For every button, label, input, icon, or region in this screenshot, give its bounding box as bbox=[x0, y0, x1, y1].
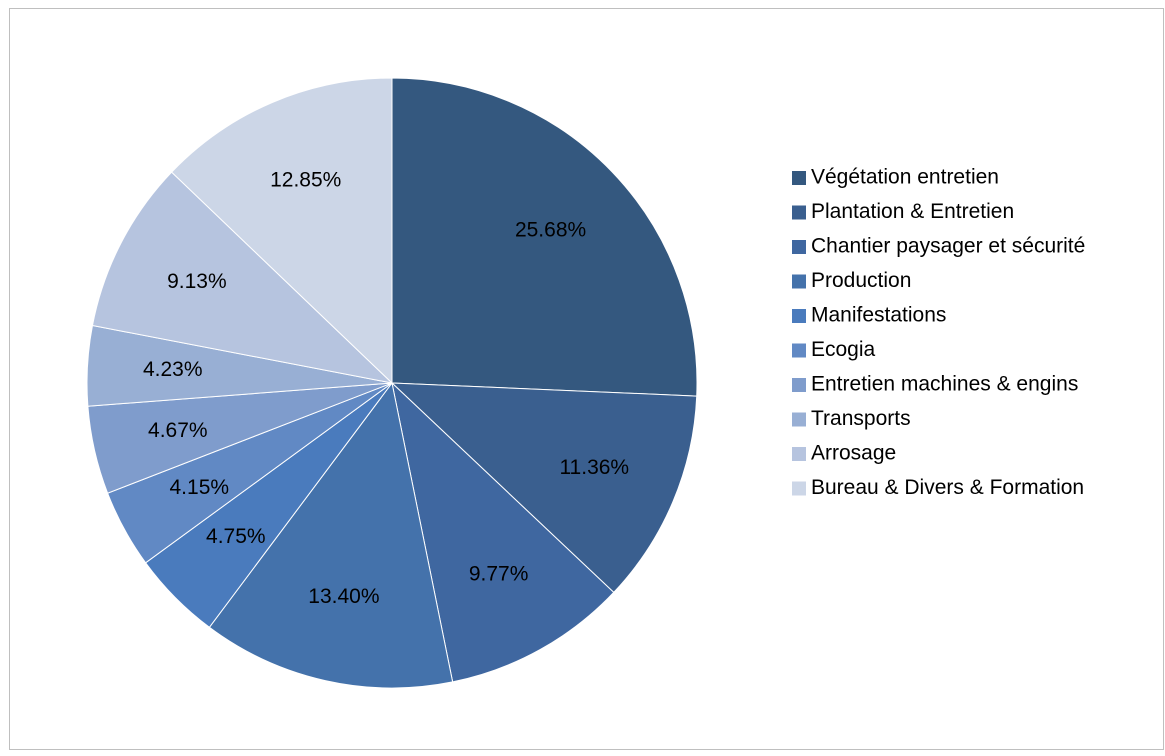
legend-label: Entretien machines & engins bbox=[811, 373, 1078, 396]
legend-label: Plantation & Entretien bbox=[811, 200, 1014, 223]
legend-swatch bbox=[792, 412, 806, 427]
legend-label: Transports bbox=[811, 407, 911, 430]
legend-swatch bbox=[792, 274, 806, 289]
pie-slice bbox=[391, 77, 698, 397]
data-label: 4.23% bbox=[143, 358, 203, 381]
legend-swatch bbox=[792, 343, 806, 358]
legend-label: Production bbox=[811, 269, 911, 292]
legend-swatch bbox=[792, 378, 806, 392]
legend-label: Ecogia bbox=[811, 338, 876, 361]
pie-slice bbox=[91, 171, 394, 384]
legend-swatch bbox=[792, 447, 806, 461]
pie-slice bbox=[391, 381, 615, 683]
data-label: 13.40% bbox=[308, 585, 379, 608]
legend-swatch bbox=[792, 240, 806, 254]
data-label: 4.75% bbox=[206, 525, 266, 548]
legend-label: Arrosage bbox=[811, 442, 896, 465]
data-label: 9.77% bbox=[469, 563, 529, 586]
data-label: 25.68% bbox=[515, 219, 586, 242]
data-label: 9.13% bbox=[167, 270, 227, 293]
data-label: 4.15% bbox=[170, 476, 230, 499]
data-label: 4.67% bbox=[148, 419, 208, 442]
legend-label: Manifestations bbox=[811, 304, 946, 327]
pie-slice bbox=[170, 77, 393, 385]
data-label: 12.85% bbox=[270, 169, 341, 192]
legend-swatch bbox=[792, 171, 806, 185]
legend-label: Végétation entretien bbox=[811, 166, 999, 189]
pie-slice bbox=[208, 381, 454, 689]
legend-swatch bbox=[792, 481, 806, 496]
data-label: 11.36% bbox=[559, 456, 629, 479]
pie-slice bbox=[390, 382, 698, 594]
legend-label: Bureau & Divers & Formation bbox=[811, 476, 1084, 499]
legend-swatch bbox=[792, 309, 806, 323]
legend-swatch bbox=[792, 205, 806, 220]
legend-label: Chantier paysager et sécurité bbox=[811, 235, 1085, 258]
